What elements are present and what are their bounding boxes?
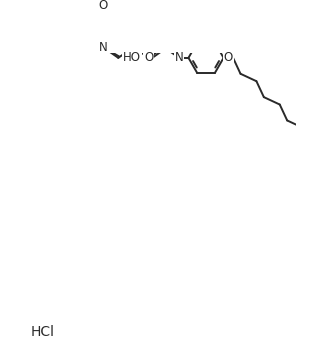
Text: N: N	[175, 51, 184, 64]
Text: O: O	[144, 51, 153, 64]
Text: O: O	[99, 0, 108, 12]
Text: HCl: HCl	[30, 325, 55, 339]
Text: O: O	[224, 51, 233, 64]
Text: HO: HO	[123, 51, 141, 64]
Text: N: N	[99, 41, 108, 54]
